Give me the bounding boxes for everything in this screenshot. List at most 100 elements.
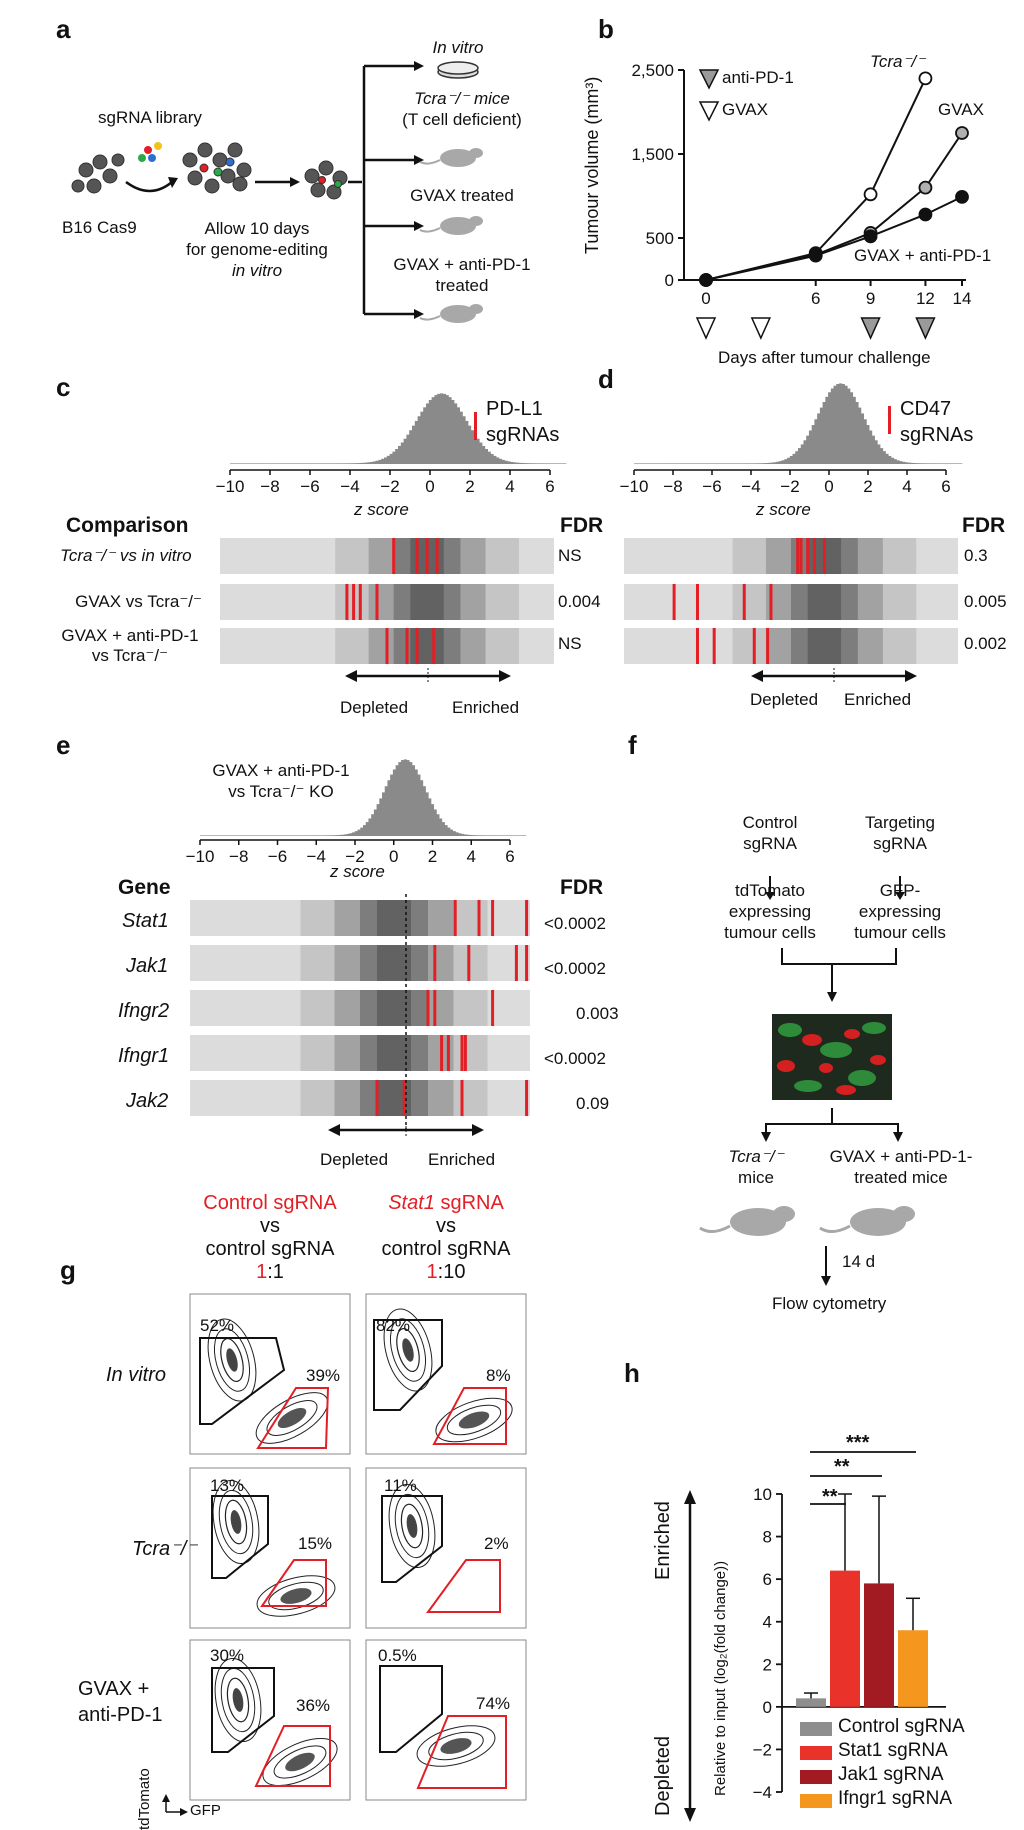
d-zscore-tick-label: −10 (620, 477, 649, 496)
histogram-bar (466, 834, 470, 836)
strip-band (368, 628, 486, 664)
strip-band (393, 584, 461, 620)
strip-band (807, 584, 842, 620)
histogram-bar (372, 461, 376, 464)
histogram-bar (822, 401, 826, 464)
histogram-bar (248, 835, 253, 836)
histogram-bar (504, 460, 508, 464)
h-legend-0: Control sgRNA (838, 1716, 965, 1737)
histogram-bar (311, 835, 315, 836)
histogram-bar (382, 792, 386, 836)
series-label-gvax-pd1: GVAX + anti-PD-1 (854, 246, 992, 265)
histogram-bar (350, 463, 354, 464)
histogram-bar (893, 459, 897, 464)
histogram-bar (409, 762, 413, 836)
sgrna-line (467, 945, 471, 981)
histogram-bar (554, 463, 558, 464)
histogram-bar (339, 463, 343, 464)
histogram-bar (778, 461, 782, 464)
histogram-bar (549, 463, 553, 464)
gvax-triangle-icon (750, 317, 772, 340)
sgrna-line (525, 1080, 529, 1116)
histogram-bar (335, 835, 339, 836)
edited-cells-icon (182, 142, 252, 194)
c-zscore: z score (354, 500, 409, 519)
strip-bg (624, 628, 958, 664)
sgrna-line (463, 1035, 467, 1071)
d-arrow-left-icon (751, 670, 763, 682)
histogram-bar (411, 765, 416, 836)
histogram-bar (283, 463, 287, 464)
sgrna-line (672, 584, 676, 620)
microscopy-image (772, 1014, 892, 1100)
d-enriched: Enriched (844, 690, 912, 709)
data-point (863, 226, 878, 240)
e-gene-4: Jak2 (126, 1090, 169, 1112)
histogram-bar (521, 463, 525, 464)
histogram-bar (724, 463, 728, 464)
histogram-bar (803, 440, 807, 464)
e-title: GVAX + anti-PD-1 vs Tcra⁻/⁻ KO (212, 761, 350, 801)
e-gene-header: Gene (118, 876, 171, 899)
histogram-bar (910, 462, 914, 464)
sgrna-library-label: sgRNA library (98, 108, 202, 127)
histogram-bar (716, 463, 720, 464)
histogram-bar (246, 463, 250, 464)
histogram-bar (487, 451, 491, 464)
histogram-bar (907, 462, 911, 464)
histogram-bar (953, 463, 957, 464)
histogram-bar (319, 463, 323, 464)
histogram-bar (672, 463, 676, 464)
histogram-bar (375, 460, 379, 464)
histogram-bar (263, 463, 267, 464)
histogram-bar (327, 835, 331, 836)
histogram-bar (912, 463, 916, 464)
histogram-bar (289, 835, 293, 836)
histogram-bar (956, 463, 960, 464)
histogram-bar (490, 835, 494, 836)
histogram-bar (336, 463, 340, 464)
histogram-bar (210, 835, 214, 836)
histogram-bar (510, 461, 514, 464)
sgrna-line (432, 628, 436, 664)
histogram-bar (319, 835, 323, 836)
histogram-bar (468, 834, 473, 836)
histogram-bar (926, 463, 930, 464)
histogram-bar (888, 455, 892, 464)
histogram-bar (255, 463, 259, 464)
histogram-bar (260, 463, 264, 464)
histogram-bar (498, 458, 502, 464)
strip-band (410, 628, 444, 664)
strip-band (732, 628, 917, 664)
chart-b-xtick-label: 6 (811, 289, 820, 308)
histogram-bar (259, 835, 263, 836)
histogram-bar (281, 835, 285, 836)
f-flow-cytometry: Flow cytometry (772, 1294, 887, 1313)
data-point (863, 229, 878, 244)
histogram-bar (352, 832, 356, 836)
histogram-bar (398, 445, 402, 464)
c-strip-1 (220, 538, 554, 574)
d-arrow-right-icon (905, 670, 917, 682)
e-strip-4 (190, 1080, 530, 1116)
histogram-bar (414, 769, 418, 836)
histogram-bar (406, 434, 410, 464)
histogram-bar (844, 385, 848, 464)
histogram-bar (436, 814, 440, 836)
selected-cells-icon (304, 160, 348, 200)
histogram-bar (324, 835, 329, 836)
sgrna-line (375, 584, 379, 620)
legend-anti-pd1: anti-PD-1 (722, 68, 794, 87)
sgrna-line (712, 628, 716, 664)
h-sig3: *** (846, 1432, 870, 1454)
histogram-bar (705, 463, 709, 464)
histogram-bar (787, 457, 791, 464)
data-point (699, 273, 713, 287)
histogram-bar (353, 463, 357, 464)
h-sig2: ** (834, 1456, 850, 1478)
histogram-bar (781, 460, 785, 464)
strip-bg (220, 628, 554, 664)
d-zscore: z score (756, 500, 811, 519)
g-row-gvax: GVAX + (78, 1678, 150, 1700)
histogram-bar (471, 835, 475, 836)
